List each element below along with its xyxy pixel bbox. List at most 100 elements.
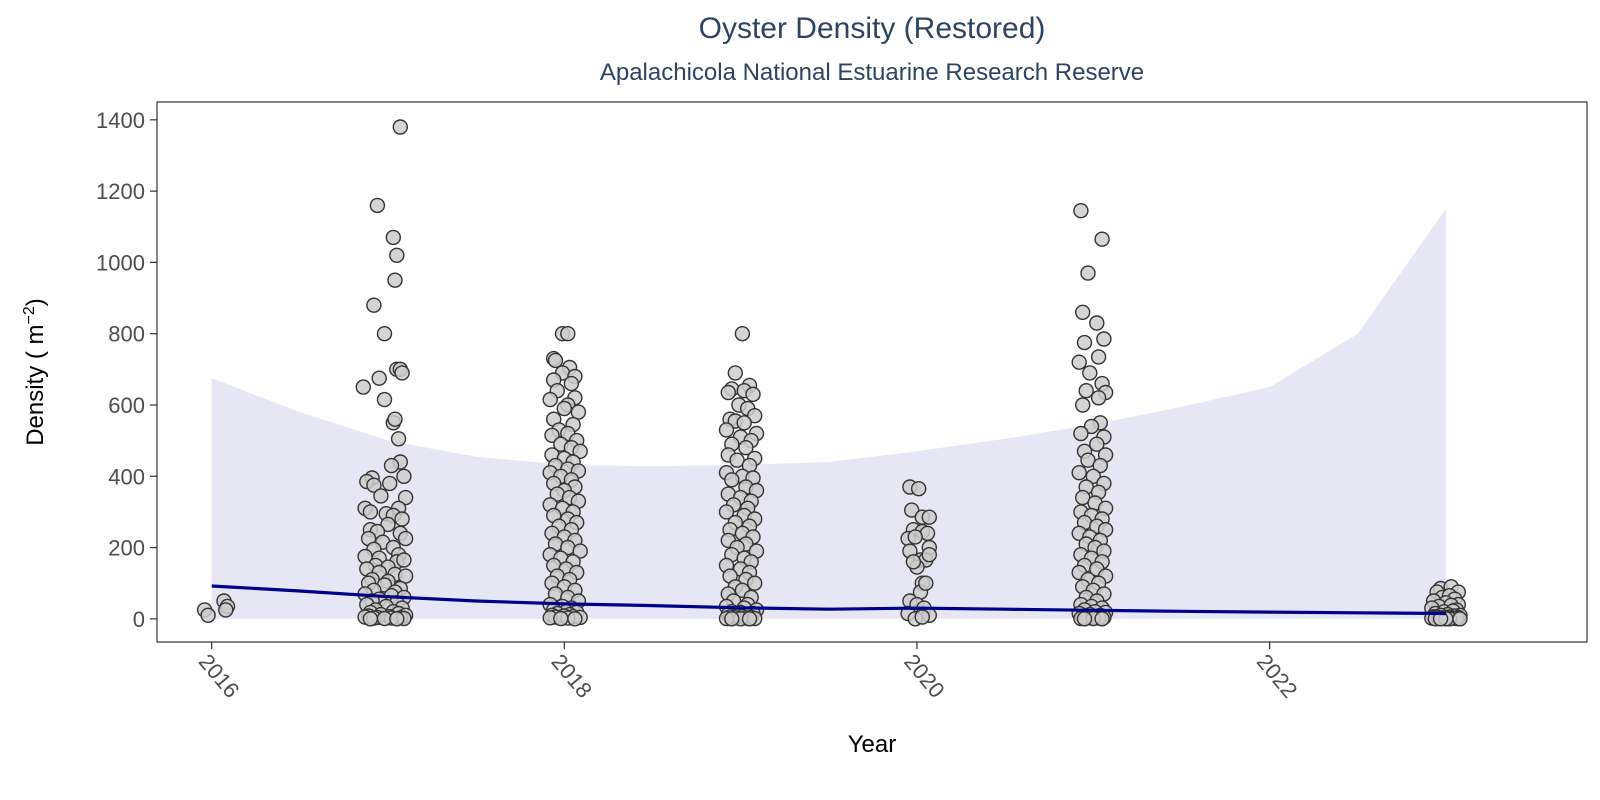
data-point [724,472,740,488]
data-point [387,272,403,288]
chart-title: Oyster Density (Restored) [699,12,1046,45]
data-point [572,543,588,559]
data-point [1094,611,1110,627]
y-tick-label: 400 [108,464,145,489]
data-point [1094,231,1110,247]
data-point [1078,383,1094,399]
data-point [741,611,758,627]
data-point [736,415,752,431]
y-axis-title-superscript: −2 [21,306,38,324]
data-point [385,229,401,246]
data-point [1085,468,1102,484]
y-tick-label: 1400 [96,108,145,133]
data-point [567,611,583,627]
data-point [1090,349,1107,365]
y-tick-label: 1000 [96,250,145,275]
data-point [366,297,382,313]
data-point [904,502,920,518]
data-point [547,352,564,369]
y-tick-label: 1200 [96,179,145,204]
x-axis-title: Year [848,731,897,758]
data-point [918,575,934,591]
data-point [362,504,379,520]
y-axis: 0 200 400 600 800 1000 1200 1400 [96,108,157,632]
data-point [390,431,407,447]
chart-subtitle: Apalachicola National Estuarine Research… [600,59,1144,86]
data-point [1076,611,1093,627]
trend-line-layer [211,584,1446,616]
x-axis: 2016 2018 2020 2022 [194,642,1303,703]
data-point [734,326,751,342]
data-point [553,610,569,627]
data-points-layer [196,119,1468,627]
y-axis-title-main: Density ( m [22,324,49,445]
data-point [724,611,740,627]
plot-panel-border [156,101,1588,643]
data-point [389,611,405,627]
data-point [366,477,382,493]
data-point [373,488,389,504]
data-point [389,247,405,264]
data-point [572,443,588,459]
x-tick-label: 2022 [1252,649,1303,703]
x-tick-label: 2018 [546,649,597,703]
data-point [200,607,216,623]
data-point [1092,457,1109,474]
data-point [718,422,735,438]
data-point [397,489,414,506]
data-point [394,511,410,527]
data-point [1090,390,1107,406]
y-tick-label: 800 [108,322,145,347]
data-point [376,391,393,408]
data-point [355,379,371,395]
trend-line [211,584,1446,616]
data-point [371,370,387,386]
data-point [396,468,412,484]
data-point [556,400,572,417]
data-point [720,384,736,401]
data-point [1089,315,1105,331]
data-point [921,509,937,525]
data-point [1073,425,1089,442]
data-point [362,611,379,627]
y-axis-title: Density ( m−2) [21,298,49,446]
data-point [1096,331,1112,347]
data-point [747,408,763,424]
confidence-ribbon-layer [211,208,1446,619]
data-point [394,365,410,381]
data-point [397,530,414,547]
data-point [738,440,754,456]
data-point [1432,611,1449,627]
y-tick-label: 200 [108,536,145,561]
y-axis-title-suffix: ) [22,298,49,306]
data-point [396,552,412,568]
data-point [1080,265,1096,281]
data-point [921,547,937,563]
data-point [745,386,761,402]
data-point [914,609,930,625]
data-point [747,575,763,591]
data-point [905,554,922,570]
data-point [1083,418,1100,435]
data-point [563,375,580,392]
data-point [1082,365,1098,381]
data-point [1074,304,1091,320]
data-point [560,326,576,342]
y-tick-label: 600 [108,393,145,418]
data-point [727,365,743,381]
data-point [380,516,396,533]
data-point [1076,334,1093,351]
data-point [1089,436,1105,452]
data-point [1071,465,1087,481]
y-tick-label: 0 [133,607,145,632]
data-point [383,457,400,474]
data-point [218,602,234,618]
data-point [911,481,927,497]
data-point [369,197,386,214]
data-point [1071,354,1087,370]
confidence-ribbon [211,208,1446,619]
data-point [907,529,923,545]
x-tick-label: 2016 [194,649,245,703]
data-point [382,475,398,492]
